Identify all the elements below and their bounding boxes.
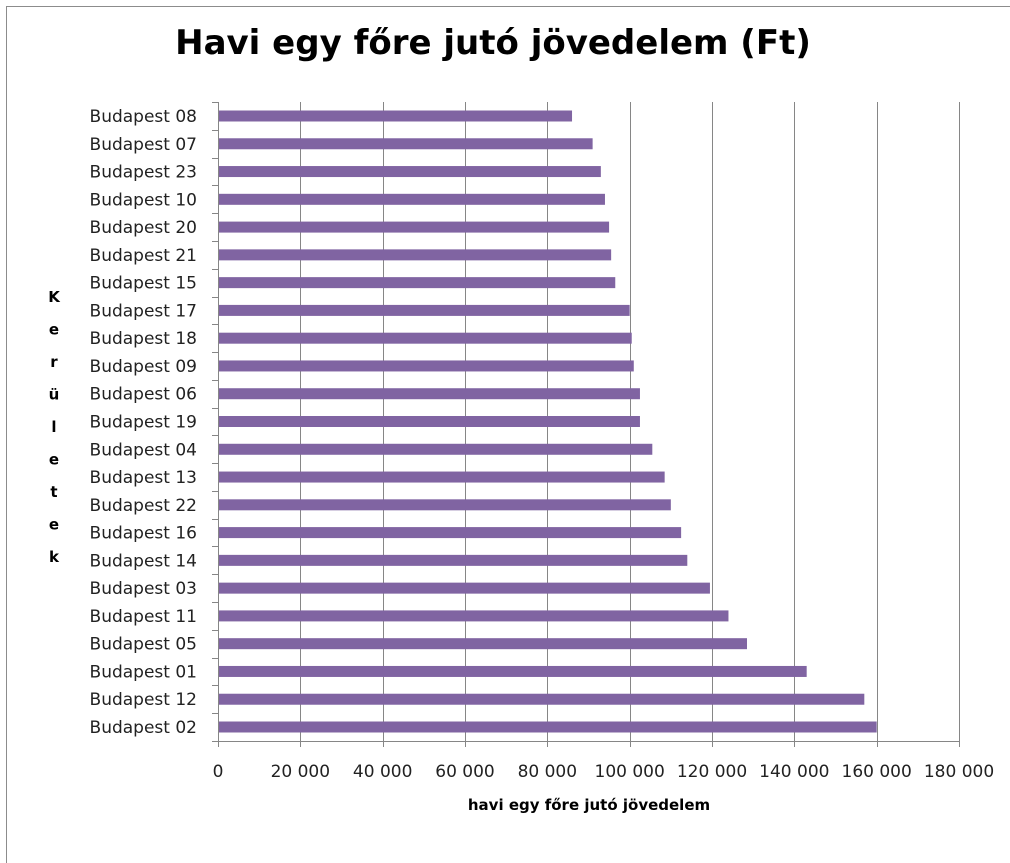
category-label: Budapest 17 [90,301,197,321]
category-label: Budapest 04 [90,440,197,460]
x-tick-label: 120 000 [677,762,747,782]
y-axis-label-letter: e [49,516,59,534]
bar [219,360,634,372]
bar [219,721,877,733]
category-label: Budapest 19 [90,413,197,433]
bar [219,693,865,705]
category-label: Budapest 11 [90,607,197,627]
x-tick-label: 180 000 [924,762,994,782]
bar [219,166,601,178]
category-label: Budapest 08 [90,107,197,127]
category-label: Budapest 16 [90,524,197,544]
bar [219,638,747,650]
x-tick-label: 0 [213,762,224,782]
category-label: Budapest 15 [90,274,197,294]
bars [219,110,877,733]
bar [219,193,605,205]
category-label: Budapest 20 [90,218,197,238]
x-tick-label: 160 000 [842,762,912,782]
x-tick-label: 80 000 [518,762,577,782]
category-label: Budapest 23 [90,163,197,183]
y-axis-label-letter: ü [49,386,60,404]
x-tick-label: 60 000 [435,762,494,782]
bar [219,527,682,539]
x-tick-labels: 0 20 000 40 000 60 000 80 000 100 000 120 000 1… [213,762,995,782]
bar [219,249,612,261]
bar [219,610,729,622]
category-label: Budapest 02 [90,718,197,738]
category-label: Budapest 07 [90,135,197,155]
bar [219,332,632,344]
bar [219,138,593,150]
bar [219,471,665,483]
y-axis-label-letter: e [49,321,59,339]
x-tick-label: 20 000 [271,762,330,782]
bar [219,304,630,316]
y-axis-label-letter: r [50,353,58,371]
bar [219,110,573,122]
category-labels: Budapest 08 Budapest 07 Budapest 23 Budapes… [90,107,197,738]
bar [219,582,710,594]
bar [219,221,610,233]
x-tick-label: 100 000 [595,762,665,782]
chart-title: Havi egy főre jutó jövedelem (Ft) [175,23,811,63]
y-axis-label-letter: l [51,418,56,436]
category-label: Budapest 14 [90,551,197,571]
category-label: Budapest 10 [90,190,197,210]
axes [212,102,960,747]
category-label: Budapest 21 [90,246,197,266]
y-axis-label-letter: t [50,483,57,501]
bar [219,416,640,427]
bar [219,277,616,289]
category-label: Budapest 01 [90,662,197,682]
category-label: Budapest 13 [90,468,197,488]
category-label: Budapest 06 [90,385,197,405]
y-axis-label-letter: e [49,451,59,469]
category-label: Budapest 18 [90,329,197,349]
chart-frame [6,6,1010,863]
bar [219,665,807,677]
category-label: Budapest 03 [90,579,197,599]
bar [219,554,688,566]
x-axis-label: havi egy főre jutó jövedelem [468,796,710,814]
x-tick-label: 40 000 [353,762,412,782]
category-label: Budapest 05 [90,635,197,655]
bar [219,388,640,400]
category-label: Budapest 12 [90,690,197,710]
y-axis-label-letter: K [48,288,61,306]
bar [219,443,653,455]
bar [219,499,671,511]
category-label: Budapest 09 [90,357,197,377]
x-tick-label: 140 000 [759,762,829,782]
category-label: Budapest 22 [90,496,197,516]
y-axis-label-letter: k [49,548,60,566]
